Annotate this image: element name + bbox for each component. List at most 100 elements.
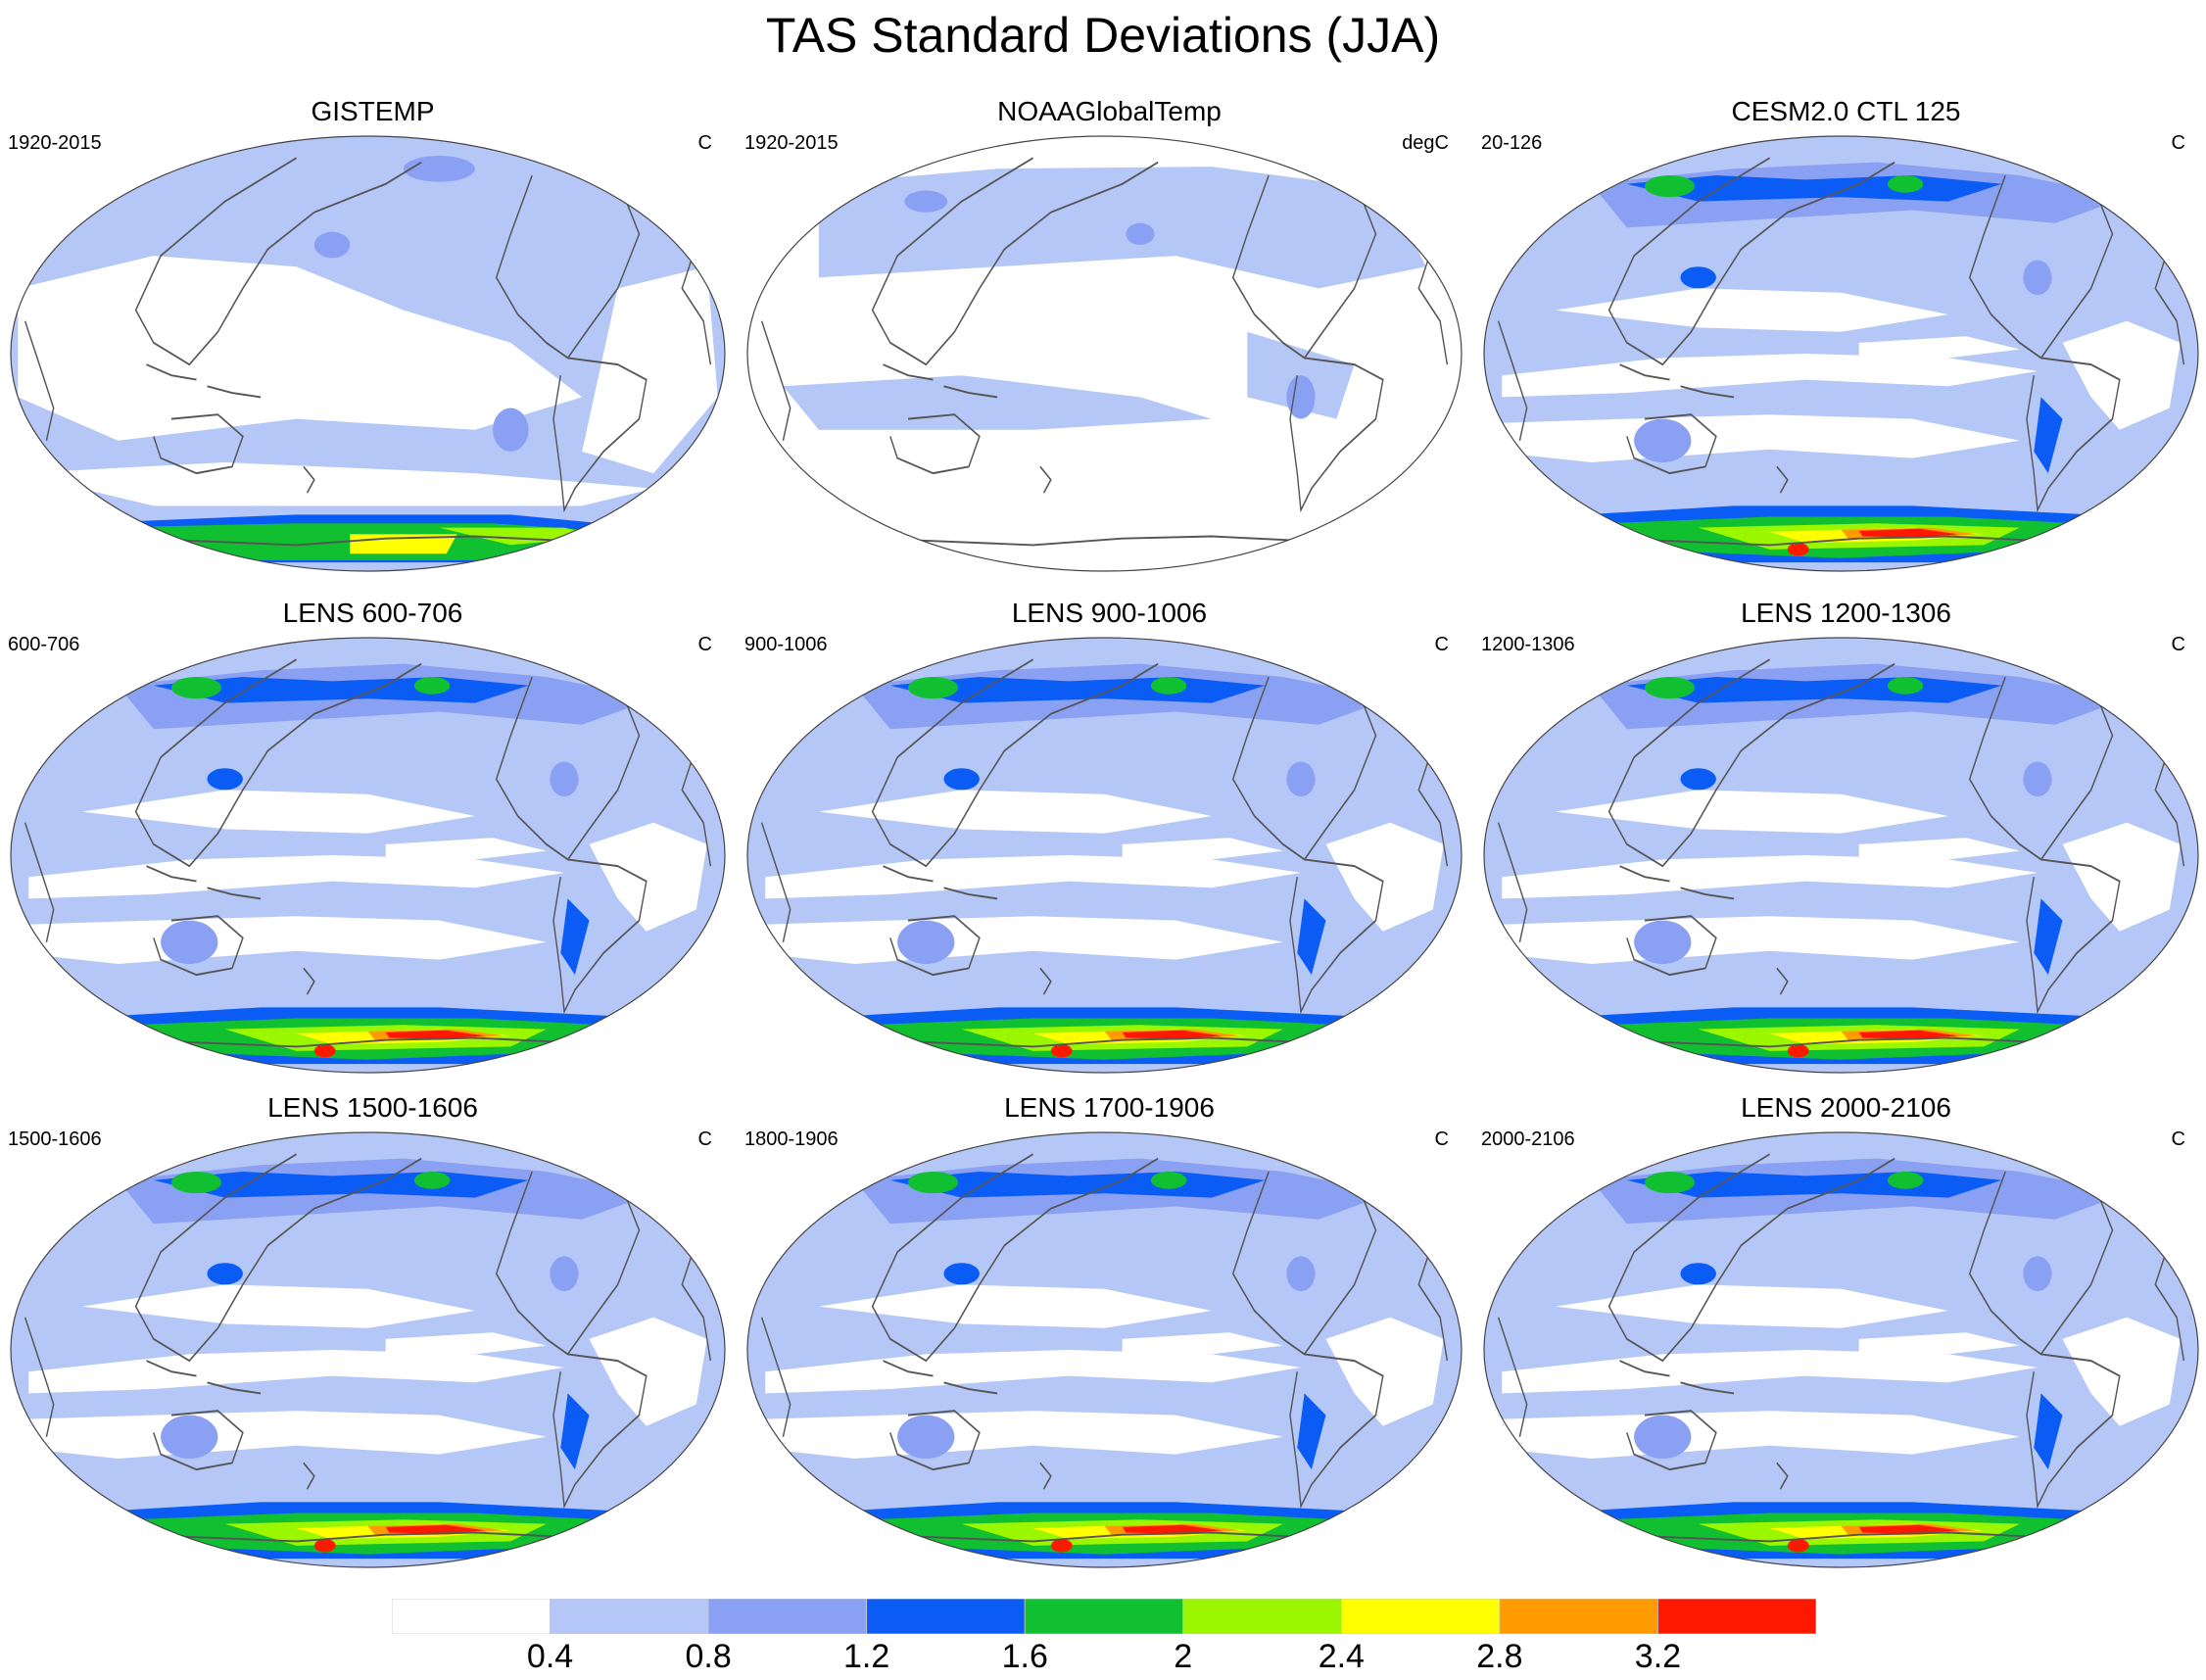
coastline [871, 1153, 1159, 1363]
map-plot [1483, 1131, 2199, 1568]
andes-max [2034, 397, 2063, 474]
low-variance-band [2062, 1317, 2181, 1426]
andes-max [560, 1393, 590, 1470]
map-plot [746, 135, 1463, 572]
coastline [883, 865, 934, 883]
map-panel: LENS 1200-1306 1200-1306 C [1481, 598, 2206, 1092]
panel-title: LENS 1500-1606 [267, 1092, 478, 1123]
antarctic-peak [313, 1539, 336, 1553]
map-boundary [1483, 637, 2199, 1074]
local-max [207, 768, 243, 791]
coastline [1776, 465, 1789, 494]
map-boundary [10, 1131, 726, 1568]
northern-max [1887, 1171, 1924, 1189]
coastline [552, 858, 647, 1015]
low-variance-region [18, 256, 583, 441]
northern-max [1645, 676, 1696, 699]
panel-units-label: C [2171, 132, 2185, 154]
antarctic-peak [1050, 1044, 1073, 1058]
southern-region [783, 375, 1212, 430]
coastline [1776, 1462, 1789, 1490]
coastline [889, 915, 981, 977]
antarctic-peak [1858, 1030, 1959, 1039]
low-variance-band [1555, 1284, 1948, 1328]
colorbar-label: 2.8 [1476, 1638, 1523, 1675]
coastline [1626, 1410, 1717, 1471]
colorbar-label: 0.4 [526, 1638, 574, 1675]
australia-max [161, 1415, 218, 1460]
coastline [495, 676, 641, 861]
low-variance-band [1491, 414, 2020, 463]
coastline [681, 1240, 712, 1362]
panel-units-label: C [697, 1128, 712, 1150]
coastline [2026, 858, 2121, 1015]
panel-period-label: 1800-1906 [744, 1128, 839, 1150]
coastline [1497, 822, 1528, 943]
map-panel: NOAAGlobalTemp 1920-2015 degC [744, 96, 1474, 591]
low-variance-band [818, 790, 1212, 834]
low-variance-region [582, 266, 718, 474]
coastline [1289, 1353, 1384, 1510]
map-panel: LENS 900-1006 900-1006 C [744, 598, 1474, 1092]
coastline [1417, 1240, 1449, 1362]
coastline [760, 822, 791, 943]
coastline [1619, 363, 1670, 381]
low-variance-band [1122, 838, 1283, 860]
figure-title: TAS Standard Deviations (JJA) [765, 8, 1441, 63]
australia-max [897, 1415, 955, 1460]
panel-period-label: 2000-2106 [1481, 1128, 1575, 1150]
coastline [1607, 157, 1895, 366]
local-max [550, 1256, 579, 1292]
coastline [207, 887, 262, 900]
coastline [146, 865, 197, 883]
coastline [1619, 1360, 1670, 1377]
map-boundary [746, 1131, 1463, 1568]
antarctic-peak [1050, 1539, 1073, 1553]
northern-max [908, 1171, 959, 1194]
local-max [493, 408, 529, 452]
low-variance-band [1491, 1411, 2020, 1460]
panel-units-label: C [2171, 634, 2185, 655]
local-max [2023, 761, 2052, 797]
colorbar-label: 2.4 [1318, 1638, 1365, 1675]
coastline [681, 745, 712, 867]
panel-period-label: 20-126 [1481, 132, 1543, 154]
coastline [1231, 676, 1377, 861]
coastline [207, 1381, 262, 1395]
panel-title: LENS 1700-1906 [1004, 1092, 1215, 1123]
panel-units-label: degC [1402, 132, 1449, 154]
low-variance-band [1325, 1317, 1444, 1426]
colorbar-label: 1.2 [843, 1638, 890, 1675]
low-variance-band [1555, 288, 1948, 332]
low-variance-band [1502, 855, 2038, 899]
panel-units-label: C [2171, 1128, 2185, 1150]
colorbar-swatch [1024, 1598, 1184, 1635]
local-max [943, 768, 980, 791]
coastline [760, 1317, 791, 1438]
low-variance-band [1858, 1332, 2020, 1355]
andes-max [1297, 898, 1326, 976]
low-variance-band [18, 1411, 547, 1460]
coastline [1231, 174, 1377, 360]
low-variance-band [765, 1350, 1301, 1394]
coastline [24, 822, 55, 943]
coastline [2154, 1240, 2185, 1362]
colorbar-swatch [1182, 1598, 1342, 1635]
australia-max [897, 920, 955, 965]
local-max [1126, 222, 1155, 246]
local-max [1680, 266, 1716, 289]
local-max [207, 1263, 243, 1285]
panel-period-label: 1200-1306 [1481, 634, 1575, 655]
low-variance-band [818, 1284, 1212, 1328]
low-variance-band [28, 1350, 564, 1394]
map-plot [1483, 135, 2199, 572]
coastline [1607, 658, 1895, 868]
panel-title: GISTEMP [311, 96, 435, 126]
australia-max [1634, 1415, 1692, 1460]
coastline [303, 465, 315, 494]
low-variance-band [18, 916, 547, 965]
coastline [24, 1317, 55, 1438]
map-boundary [1483, 1131, 2199, 1568]
low-variance-band [1858, 838, 2020, 860]
panel-period-label: 900-1006 [744, 634, 828, 655]
